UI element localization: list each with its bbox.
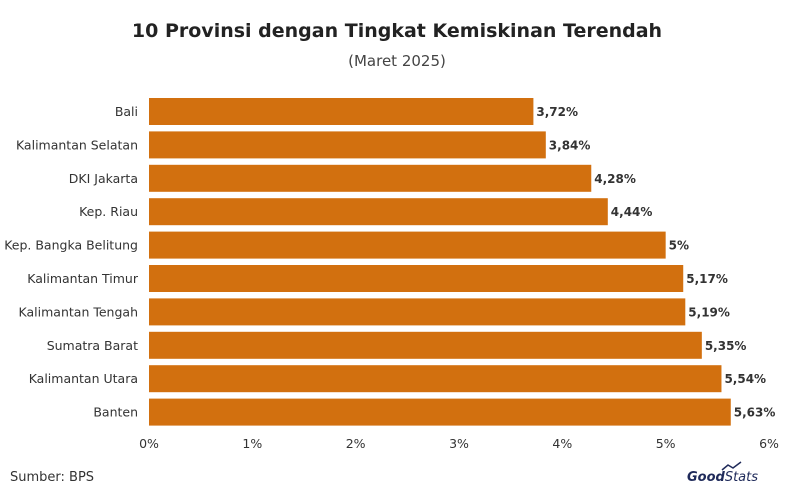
x-tick-label: 1% (242, 436, 262, 451)
category-label: Sumatra Barat (47, 338, 138, 353)
category-label: Kalimantan Timur (27, 271, 139, 286)
logo-good-text: Good (686, 470, 725, 485)
category-label: Kep. Riau (79, 204, 138, 219)
category-label: Kalimantan Tengah (19, 304, 138, 319)
value-label: 5,35% (705, 339, 747, 353)
x-tick-label: 2% (346, 436, 366, 451)
value-label: 5,17% (686, 272, 728, 286)
bar-3 (149, 164, 592, 192)
logo-stats-text: Stats (724, 470, 758, 485)
value-label: 5% (669, 239, 689, 253)
value-label: 5,63% (734, 406, 776, 420)
category-label: Banten (93, 405, 138, 420)
bar-8 (149, 331, 702, 359)
bar-1 (149, 98, 534, 125)
bar-2 (149, 131, 546, 159)
value-label: 3,84% (549, 138, 591, 152)
category-label: Bali (115, 104, 138, 119)
chart-title: 10 Provinsi dengan Tingkat Kemiskinan Te… (131, 20, 663, 42)
x-tick-label: 6% (759, 436, 779, 451)
bar-4 (149, 198, 608, 226)
x-tick-label: 3% (449, 436, 469, 451)
bar-7 (149, 298, 686, 326)
x-tick-label: 0% (139, 436, 159, 451)
bar-9 (149, 365, 722, 393)
value-label: 4,28% (594, 172, 636, 186)
value-label: 5,19% (688, 305, 730, 319)
value-label: 3,72% (536, 105, 578, 119)
x-tick-label: 5% (656, 436, 676, 451)
source-note: Sumber: BPS (10, 470, 95, 485)
value-label: 4,44% (611, 205, 653, 219)
chart-subtitle: (Maret 2025) (348, 52, 446, 70)
logo-spark-icon (721, 461, 742, 471)
category-label: Kalimantan Selatan (16, 137, 138, 152)
bar-6 (149, 265, 684, 292)
goodstats-logo: GoodStats (686, 461, 758, 485)
category-label: Kep. Bangka Belitung (4, 238, 138, 253)
bar-5 (149, 231, 666, 259)
bar-10 (149, 398, 731, 426)
category-label: Kalimantan Utara (29, 371, 138, 386)
category-label: DKI Jakarta (69, 171, 138, 186)
x-tick-label: 4% (552, 436, 572, 451)
value-label: 5,54% (724, 372, 766, 386)
